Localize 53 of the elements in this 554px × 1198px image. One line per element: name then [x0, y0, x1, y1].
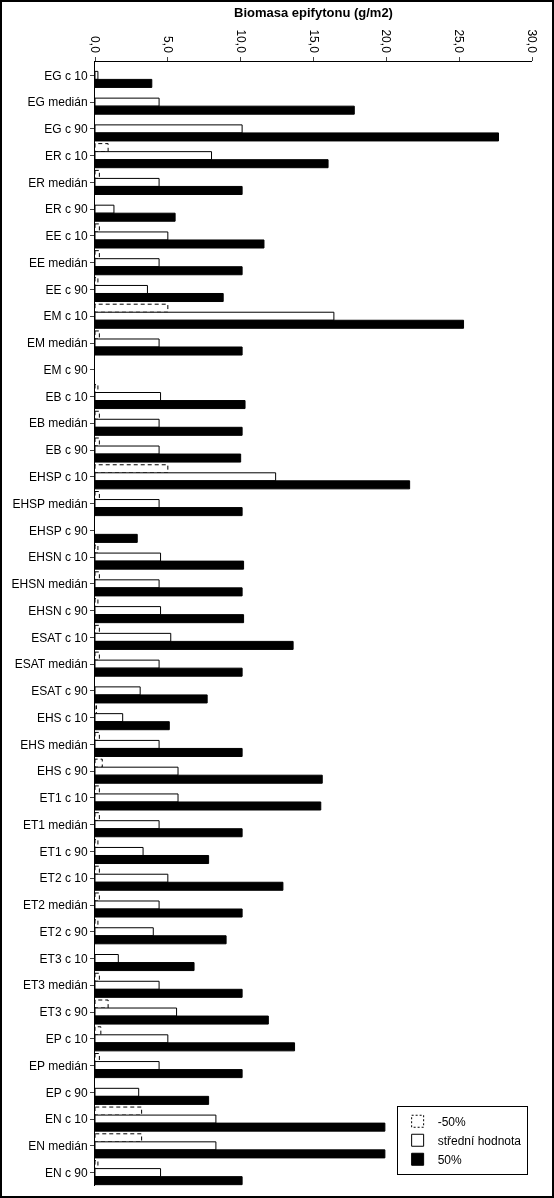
- y-tick-label: EN c 90: [44, 1165, 88, 1180]
- y-tick-label: ET2 medián: [22, 898, 88, 913]
- x-tick-label: 20,0: [379, 29, 394, 54]
- x-tick-label: 25,0: [452, 29, 467, 54]
- y-tick-label: EHS medián: [20, 737, 88, 752]
- y-tick-label: EE c 90: [45, 282, 88, 297]
- y-tick-label: ET2 c 90: [39, 924, 88, 939]
- y-tick-label: EP medián: [29, 1058, 88, 1073]
- y-tick-label: EG c 10: [44, 68, 88, 83]
- y-tick-label: ESAT c 90: [31, 684, 88, 699]
- y-tick-label: EG medián: [27, 95, 88, 110]
- y-tick-label: ET1 c 90: [39, 844, 88, 859]
- y-tick-label: ESAT c 10: [31, 630, 88, 645]
- y-tick-label: EHSN medián: [11, 577, 88, 592]
- y-tick-label: EB c 10: [45, 389, 88, 404]
- y-tick-label: EB c 90: [45, 443, 88, 458]
- y-tick-label: EHSP c 90: [29, 523, 88, 538]
- x-tick-label: 10,0: [233, 29, 248, 54]
- y-tick-label: EHSN c 90: [28, 603, 88, 618]
- y-tick-label: ET3 medián: [22, 978, 88, 993]
- y-tick-label: ER medián: [28, 175, 88, 190]
- y-tick-label: ER c 90: [44, 202, 88, 217]
- y-tick-label: EM medián: [26, 336, 88, 351]
- y-tick-label: ER c 10: [44, 148, 88, 163]
- y-tick-label: EP c 10: [45, 1032, 88, 1047]
- y-tick-label: EHSN c 10: [28, 550, 88, 565]
- legend-label: 50%: [437, 1152, 462, 1167]
- y-tick-label: EB medián: [28, 416, 88, 431]
- y-tick-label: EN c 10: [44, 1112, 88, 1127]
- x-tick-label: 5,0: [160, 36, 175, 54]
- y-tick-label: EE medián: [28, 255, 88, 270]
- y-tick-label: EE c 10: [45, 229, 88, 244]
- y-tick-label: ET1 medián: [22, 817, 88, 832]
- x-axis-title: Biomasa epifytonu (g/m2): [234, 5, 393, 21]
- y-tick-label: EG c 90: [44, 122, 88, 137]
- y-tick-label: EP c 90: [45, 1085, 88, 1100]
- y-tick-label: ESAT medián: [14, 657, 88, 672]
- y-tick-label: ET3 c 90: [39, 1005, 88, 1020]
- legend-label: -50%: [437, 1114, 466, 1129]
- x-tick-label: 30,0: [525, 29, 540, 54]
- y-tick-label: EHSP medián: [12, 496, 88, 511]
- y-tick-label: ET3 c 10: [39, 951, 88, 966]
- y-tick-label: EM c 10: [43, 309, 88, 324]
- y-tick-label: EHSP c 10: [29, 470, 88, 485]
- x-tick-label: 15,0: [306, 29, 321, 54]
- y-tick-label: EM c 90: [43, 362, 88, 377]
- y-tick-label: EHS c 10: [36, 710, 88, 725]
- y-tick-label: EHS c 90: [36, 764, 88, 779]
- y-tick-label: ET2 c 10: [39, 871, 88, 886]
- x-tick-label: 0,0: [88, 36, 103, 54]
- y-tick-label: ET1 c 10: [39, 791, 88, 806]
- y-tick-label: EN medián: [28, 1139, 88, 1154]
- legend-label: střední hodnota: [437, 1133, 522, 1148]
